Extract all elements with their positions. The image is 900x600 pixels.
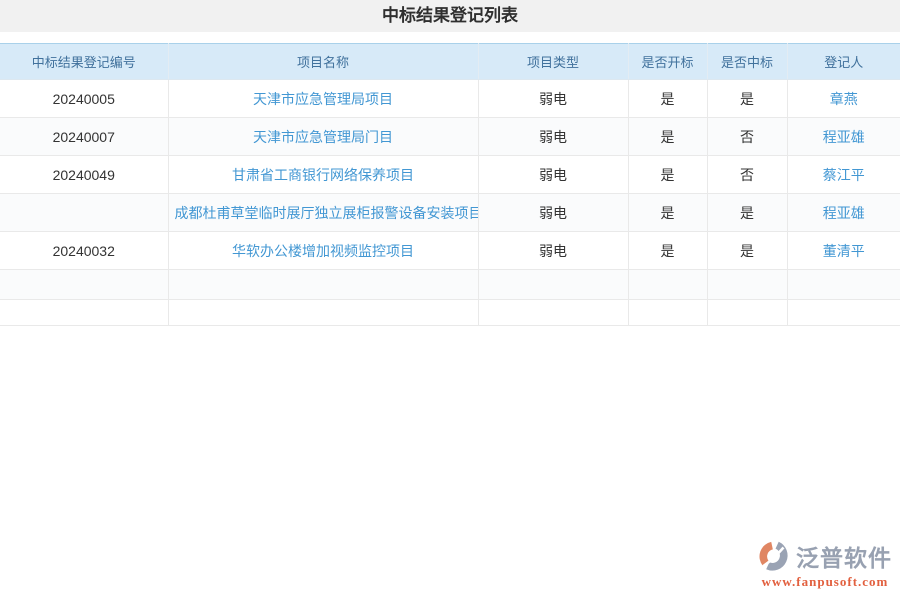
cell-project-name: 成都杜甫草堂临时展厅独立展柜报警设备安装项目	[168, 193, 479, 232]
project-link[interactable]: 天津市应急管理局门目	[253, 128, 393, 145]
project-link[interactable]: 成都杜甫草堂临时展厅独立展柜报警设备安装项目	[174, 204, 478, 221]
column-header-registrant: 登记人	[787, 43, 900, 80]
table-row: 20240049 甘肃省工商银行网络保养项目 弱电 是 否 蔡江平	[0, 155, 900, 194]
column-header-project-type: 项目类型	[478, 43, 629, 80]
cell-project-name: 甘肃省工商银行网络保养项目	[168, 155, 479, 194]
empty-cell	[787, 299, 900, 326]
cell-project-type: 弱电	[478, 231, 629, 270]
cell-project-type: 弱电	[478, 155, 629, 194]
registrant-link[interactable]: 章燕	[829, 90, 858, 107]
cell-reg-no: 20240007	[0, 117, 169, 156]
project-link[interactable]: 甘肃省工商银行网络保养项目	[232, 166, 414, 183]
registrant-link[interactable]: 董清平	[822, 242, 865, 259]
cell-is-won: 是	[707, 79, 788, 118]
brand-name: 泛普软件	[796, 545, 892, 571]
cell-project-type: 弱电	[478, 193, 629, 232]
empty-cell	[787, 269, 900, 300]
cell-registrant: 董清平	[787, 231, 900, 270]
page-title: 中标结果登记列表	[0, 0, 900, 32]
empty-cell	[168, 269, 479, 300]
fanpu-logo-icon	[758, 539, 792, 573]
cell-project-name: 天津市应急管理局项目	[168, 79, 479, 118]
cell-registrant: 蔡江平	[787, 155, 900, 194]
empty-cell	[707, 299, 788, 326]
cell-project-type: 弱电	[478, 79, 629, 118]
title-gap	[0, 32, 900, 43]
project-link[interactable]: 华软办公楼增加视频监控项目	[232, 242, 414, 259]
cell-is-opened: 是	[628, 231, 708, 270]
column-header-is-opened: 是否开标	[628, 43, 708, 80]
empty-cell	[478, 299, 629, 326]
bid-results-table: 中标结果登记编号 项目名称 项目类型 是否开标 是否中标 登记人 2024000…	[0, 43, 900, 326]
empty-table-row	[0, 299, 900, 326]
cell-reg-no: 20240049	[0, 155, 169, 194]
empty-cell	[707, 269, 788, 300]
table-row: 20240007 天津市应急管理局门目 弱电 是 否 程亚雄	[0, 117, 900, 156]
empty-cell	[478, 269, 629, 300]
cell-is-opened: 是	[628, 117, 708, 156]
table-row: 20240005 天津市应急管理局项目 弱电 是 是 章燕	[0, 79, 900, 118]
fanpu-logo[interactable]: 泛普软件 www.fanpusoft.com	[758, 539, 892, 590]
cell-project-type: 弱电	[478, 117, 629, 156]
cell-is-opened: 是	[628, 193, 708, 232]
registrant-link[interactable]: 程亚雄	[822, 128, 865, 145]
cell-is-opened: 是	[628, 79, 708, 118]
empty-cell	[0, 269, 169, 300]
empty-cell	[628, 299, 708, 326]
cell-is-won: 否	[707, 117, 788, 156]
cell-is-won: 否	[707, 155, 788, 194]
cell-reg-no: 20240032	[0, 231, 169, 270]
empty-cell	[168, 299, 479, 326]
cell-registrant: 程亚雄	[787, 117, 900, 156]
empty-cell	[0, 299, 169, 326]
column-header-reg-no: 中标结果登记编号	[0, 43, 169, 80]
cell-is-won: 是	[707, 231, 788, 270]
project-link[interactable]: 天津市应急管理局项目	[253, 90, 393, 107]
column-header-project-name: 项目名称	[168, 43, 479, 80]
cell-is-won: 是	[707, 193, 788, 232]
registrant-link[interactable]: 蔡江平	[822, 166, 865, 183]
cell-reg-no: 20240005	[0, 79, 169, 118]
table-row: 20240032 华软办公楼增加视频监控项目 弱电 是 是 董清平	[0, 231, 900, 270]
cell-project-name: 天津市应急管理局门目	[168, 117, 479, 156]
column-header-is-won: 是否中标	[707, 43, 788, 80]
cell-project-name: 华软办公楼增加视频监控项目	[168, 231, 479, 270]
cell-is-opened: 是	[628, 155, 708, 194]
table-header-row: 中标结果登记编号 项目名称 项目类型 是否开标 是否中标 登记人	[0, 43, 900, 80]
cell-reg-no	[0, 193, 169, 232]
empty-cell	[628, 269, 708, 300]
empty-table-row	[0, 269, 900, 300]
cell-registrant: 程亚雄	[787, 193, 900, 232]
cell-registrant: 章燕	[787, 79, 900, 118]
table-row: 成都杜甫草堂临时展厅独立展柜报警设备安装项目 弱电 是 是 程亚雄	[0, 193, 900, 232]
brand-url[interactable]: www.fanpusoft.com	[761, 574, 889, 589]
registrant-link[interactable]: 程亚雄	[822, 204, 865, 221]
